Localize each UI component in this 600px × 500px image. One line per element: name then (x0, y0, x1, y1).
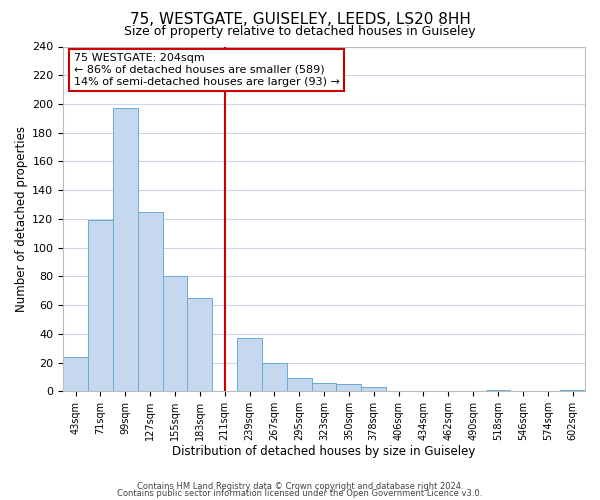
Bar (113, 108, 137, 391)
Bar (137, 212, 163, 391)
Bar (163, 276, 187, 391)
X-axis label: Distribution of detached houses by size in Guiseley: Distribution of detached houses by size … (172, 444, 476, 458)
Text: 75, WESTGATE, GUISELEY, LEEDS, LS20 8HH: 75, WESTGATE, GUISELEY, LEEDS, LS20 8HH (130, 12, 470, 28)
Y-axis label: Number of detached properties: Number of detached properties (15, 126, 28, 312)
Text: Contains public sector information licensed under the Open Government Licence v3: Contains public sector information licen… (118, 489, 482, 498)
Bar (88, 220, 113, 391)
Bar (63, 357, 88, 391)
Bar (361, 387, 386, 391)
Text: Size of property relative to detached houses in Guiseley: Size of property relative to detached ho… (124, 25, 476, 38)
Bar (237, 338, 262, 391)
Bar (287, 378, 311, 391)
Bar (560, 390, 585, 391)
Bar (311, 382, 337, 391)
Text: Contains HM Land Registry data © Crown copyright and database right 2024.: Contains HM Land Registry data © Crown c… (137, 482, 463, 491)
Bar (262, 362, 287, 391)
Bar (187, 298, 212, 391)
Bar (485, 390, 511, 391)
Text: 75 WESTGATE: 204sqm
← 86% of detached houses are smaller (589)
14% of semi-detac: 75 WESTGATE: 204sqm ← 86% of detached ho… (74, 54, 340, 86)
Bar (337, 384, 361, 391)
